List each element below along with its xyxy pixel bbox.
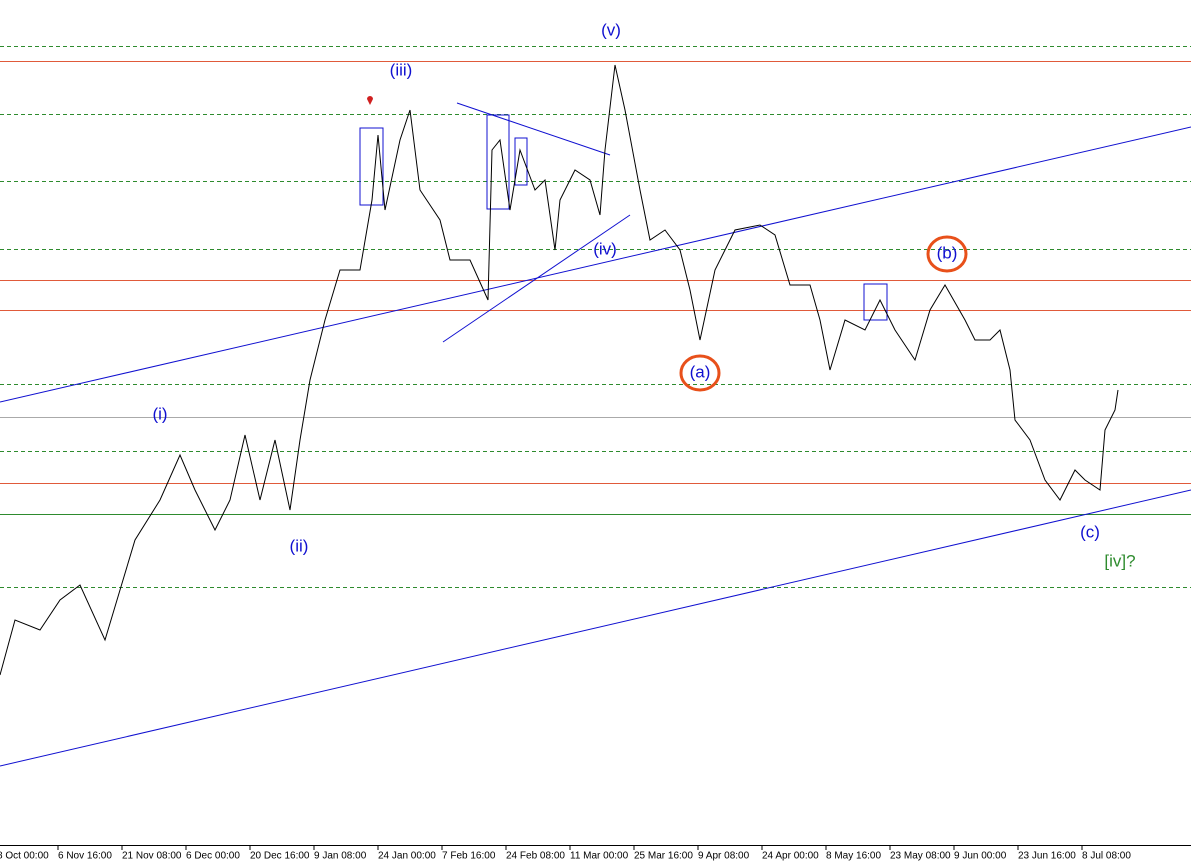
time-label: 9 Jan 08:00 [314, 851, 367, 862]
time-label: 11 Mar 00:00 [570, 851, 629, 862]
time-label: 9 Jun 00:00 [954, 851, 1007, 862]
wave-label: (b) [937, 243, 958, 262]
highlight-a [679, 354, 721, 392]
trendlines [0, 102, 1191, 767]
highlight-b [926, 235, 968, 273]
wave-label: (ii) [290, 536, 309, 555]
wave-label: (i) [152, 404, 167, 423]
marker [367, 96, 373, 105]
time-label: 8 Jul 08:00 [1082, 851, 1131, 862]
time-label: 9 Apr 08:00 [698, 851, 750, 862]
levels [0, 46, 1191, 588]
time-label: 24 Feb 08:00 [506, 851, 565, 862]
time-label: 6 Dec 00:00 [186, 851, 240, 862]
wave-label: (iv) [593, 239, 617, 258]
time-label: 7 Feb 16:00 [442, 851, 496, 862]
time-label: 25 Mar 16:00 [634, 851, 693, 862]
time-label: 8 Oct 00:00 [0, 851, 49, 862]
time-label: 24 Jan 00:00 [378, 851, 436, 862]
wave-label: (c) [1080, 522, 1100, 541]
time-label: 23 May 08:00 [890, 851, 951, 862]
time-label: 21 Nov 08:00 [122, 851, 182, 862]
time-label: 20 Dec 16:00 [250, 851, 310, 862]
time-label: 6 Nov 16:00 [58, 851, 112, 862]
time-label: 8 May 16:00 [826, 851, 881, 862]
price-line [0, 64, 1119, 676]
wave-label: (iii) [390, 60, 413, 79]
time-label: 23 Jun 16:00 [1018, 851, 1076, 862]
wave-label: [iv]? [1104, 551, 1135, 570]
time-label: 24 Apr 00:00 [762, 851, 819, 862]
wave-label: (a) [690, 362, 711, 381]
wave-label: (v) [601, 20, 621, 39]
